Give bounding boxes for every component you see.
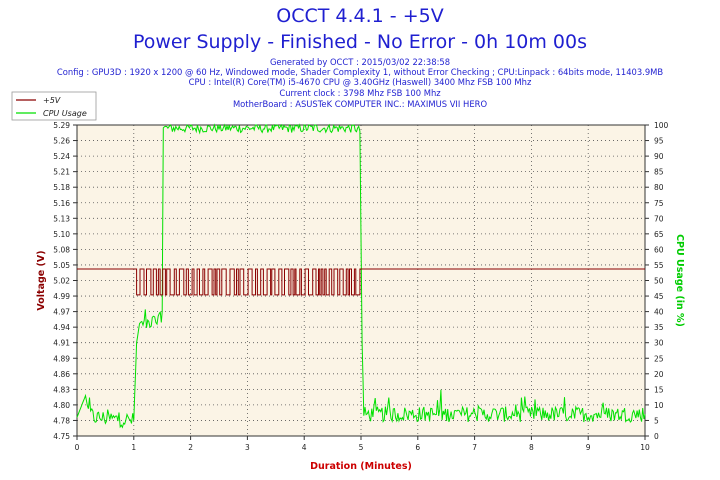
y2-tick-label: 95	[654, 137, 664, 146]
y-tick-label: 4.78	[53, 416, 70, 425]
y-tick-label: 5.18	[53, 183, 70, 192]
x-tick-label: 6	[415, 443, 420, 452]
y-tick-label: 4.94	[53, 323, 70, 332]
info-generated: Generated by OCCT : 2015/03/02 22:38:58	[269, 57, 451, 67]
y2-tick-label: 40	[654, 308, 664, 317]
legend-box	[11, 91, 97, 121]
y2-tick-label: 65	[654, 230, 664, 239]
x-tick-label: 10	[640, 443, 650, 452]
y-tick-label: 5.24	[53, 152, 70, 161]
x-tick-label: 8	[529, 443, 534, 452]
y-tick-label: 5.05	[53, 261, 70, 270]
series-voltage-line	[77, 268, 645, 296]
y-tick-label: 4.83	[53, 385, 70, 394]
y2-tick-label: 80	[654, 183, 664, 192]
y-tick-label: 4.86	[53, 370, 70, 379]
y-tick-label: 4.75	[53, 432, 70, 441]
x-tick-label: 1	[131, 443, 136, 452]
y-axis-label: Voltage (V)	[36, 250, 47, 310]
y2-axis-label: CPU Usage (in %)	[674, 234, 685, 327]
y-tick-label: 4.91	[53, 339, 70, 348]
info-motherboard: MotherBoard : ASUSTeK COMPUTER INC.: MAX…	[232, 99, 488, 109]
y-tick-label: 4.89	[53, 354, 70, 363]
y2-tick-label: 55	[654, 261, 664, 270]
x-tick-label: 3	[245, 443, 250, 452]
y2-tick-label: 45	[654, 292, 664, 301]
y2-tick-label: 5	[654, 416, 659, 425]
x-tick-label: 7	[472, 443, 477, 452]
y2-tick-label: 30	[654, 339, 664, 348]
y-tick-label: 5.21	[53, 168, 70, 177]
y2-tick-label: 10	[654, 401, 664, 410]
y-tick-label: 5.26	[53, 137, 70, 146]
x-tick-label: 2	[188, 443, 193, 452]
legend: +5V CPU Usage	[11, 91, 97, 121]
y-tick-label: 5.10	[53, 230, 70, 239]
y-tick-label: 4.97	[53, 308, 70, 317]
info-cpu: CPU : Intel(R) Core(TM) i5-4670 CPU @ 3.…	[188, 77, 532, 87]
chart-subtitle: Power Supply - Finished - No Error - 0h …	[132, 31, 588, 53]
y2-tick-label: 25	[654, 354, 664, 363]
y2-tick-label: 35	[654, 323, 664, 332]
y-tick-label: 4.80	[53, 401, 70, 410]
y2-tick-label: 75	[654, 199, 664, 208]
chart-title: OCCT 4.4.1 - +5V	[276, 5, 444, 27]
x-tick-label: 0	[75, 443, 80, 452]
y-tick-label: 5.08	[53, 245, 70, 254]
y2-tick-label: 0	[654, 432, 659, 441]
x-tick-label: 5	[359, 443, 364, 452]
y2-tick-label: 100	[654, 121, 669, 130]
legend-label-cpu: CPU Usage	[43, 109, 87, 118]
y2-tick-label: 70	[654, 214, 664, 223]
y2-tick-label: 20	[654, 370, 664, 379]
x-tick-label: 4	[302, 443, 307, 452]
y2-tick-label: 50	[654, 277, 664, 286]
y2-tick-label: 85	[654, 168, 664, 177]
info-config: Config : GPU3D : 1920 x 1200 @ 60 Hz, Wi…	[56, 67, 664, 77]
y-tick-label: 5.29	[53, 121, 70, 130]
y2-tick-label: 90	[654, 152, 664, 161]
y-tick-label: 4.99	[53, 292, 70, 301]
y2-tick-label: 15	[654, 385, 664, 394]
y2-tick-label: 60	[654, 245, 664, 254]
info-clock: Current clock : 3798 Mhz FSB 100 Mhz	[279, 88, 441, 98]
x-tick-label: 9	[586, 443, 591, 452]
y-tick-label: 5.02	[53, 277, 70, 286]
legend-label-voltage: +5V	[43, 96, 61, 105]
y-tick-label: 5.16	[53, 199, 70, 208]
series-cpu-usage-line	[76, 123, 646, 429]
y-tick-label: 5.13	[53, 214, 70, 223]
x-axis-label: Duration (Minutes)	[310, 461, 412, 472]
